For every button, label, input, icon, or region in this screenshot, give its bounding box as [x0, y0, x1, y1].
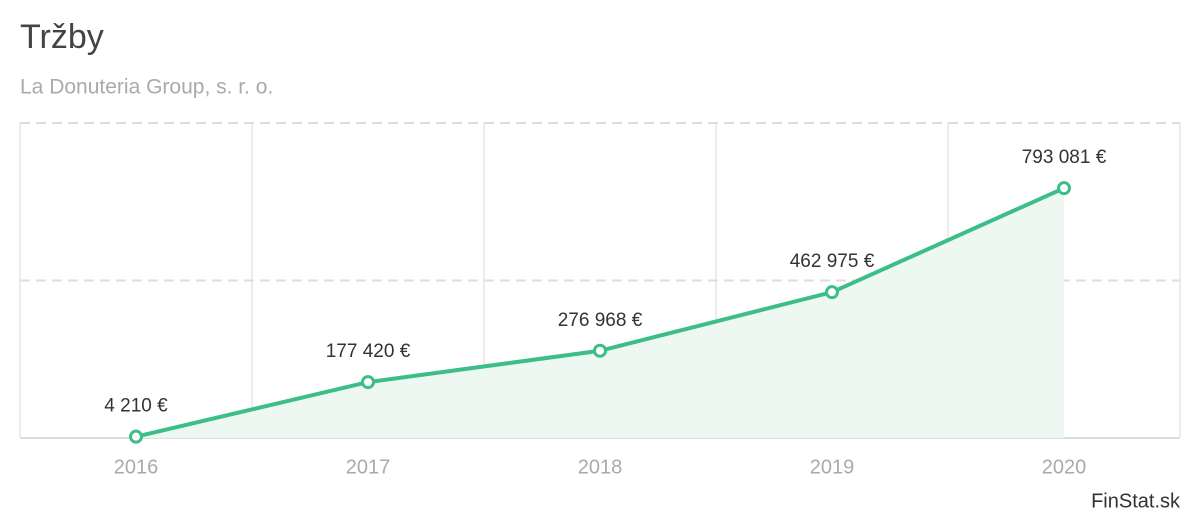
data-label: 793 081 €: [1022, 147, 1107, 168]
x-tick-label: 2020: [1042, 456, 1087, 478]
chart-subtitle: La Donuteria Group, s. r. o.: [20, 76, 273, 99]
x-tick-label: 2016: [114, 456, 159, 478]
data-label: 462 975 €: [790, 251, 875, 272]
data-label: 4 210 €: [104, 396, 168, 417]
point: [1057, 181, 1071, 196]
chart-title: Tržby: [20, 18, 104, 56]
point: [361, 375, 375, 390]
x-tick-label: 2018: [578, 456, 623, 478]
x-tick-label: 2017: [346, 456, 391, 478]
data-label: 276 968 €: [558, 310, 643, 331]
point: [593, 343, 607, 358]
x-tick-label: 2019: [810, 456, 855, 478]
point: [825, 285, 839, 300]
source: FinStat.sk: [1091, 490, 1181, 512]
area: [136, 188, 1064, 438]
data-label: 177 420 €: [326, 341, 411, 362]
point: [129, 429, 143, 444]
